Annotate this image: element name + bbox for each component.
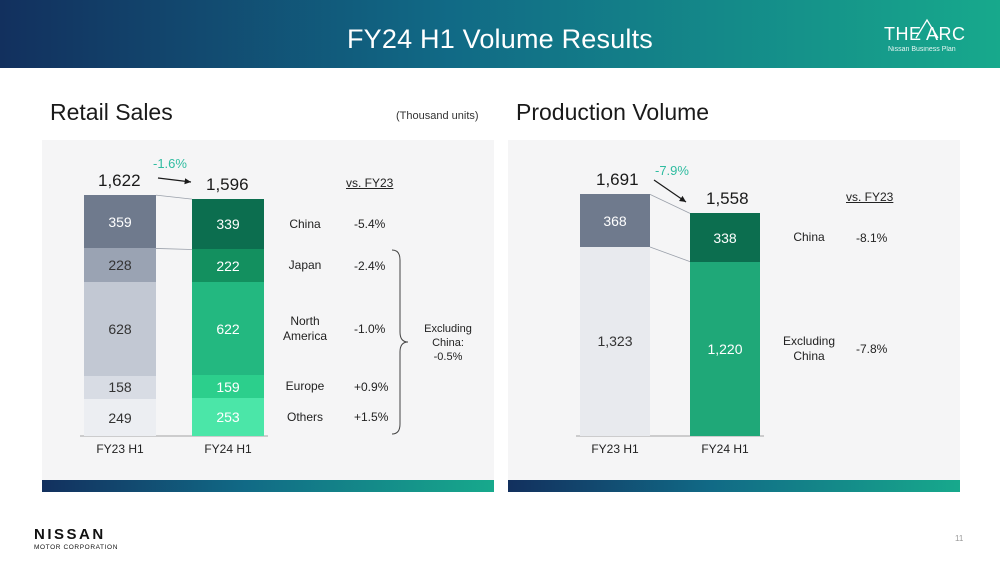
- region-label-china: China: [279, 217, 331, 232]
- fy24-h1-bar-north-america: 622: [192, 282, 264, 375]
- region-label-china: China: [778, 230, 840, 245]
- fy24-h1-value-china: 339: [216, 216, 240, 233]
- region-label-others: Others: [279, 410, 331, 425]
- fy23-h1-bar-china: 359: [84, 195, 156, 249]
- fy23-h1-value-north-america: 628: [108, 320, 132, 337]
- connector-line-1: [155, 248, 193, 250]
- connector-line-0: [155, 194, 193, 200]
- excluding-china-note: Excluding China: -0.5%: [418, 322, 478, 364]
- connector-line-0: [649, 193, 691, 214]
- region-label-north-america: North America: [279, 314, 331, 344]
- production-volume-title: Production Volume: [516, 99, 710, 125]
- fy24-h1-bar-china: 339: [192, 199, 264, 250]
- fy24-h1-bar-others: 253: [192, 398, 264, 436]
- fy23-h1-bar-europe: 158: [84, 375, 156, 399]
- fy23-h1-value-china: 359: [108, 213, 132, 230]
- region-label-line-0: China: [289, 216, 321, 231]
- change-percent: -7.9%: [655, 163, 689, 178]
- fy23-h1-total: 1,691: [596, 170, 639, 190]
- nissan-logo: NISSAN MOTOR CORPORATION: [34, 526, 118, 551]
- fy24-h1-bar-excluding-china: 1,220: [690, 261, 760, 436]
- the-arc-logo: THE ARC Nissan Business Plan: [880, 14, 972, 58]
- change-arrow-line: [653, 179, 687, 203]
- fy24-h1-axis-label: FY24 H1: [204, 442, 252, 456]
- fy24-h1-value-china: 338: [713, 229, 737, 246]
- vs-fy23-excluding-china: -7.8%: [856, 341, 888, 356]
- fy23-h1-bar-others: 249: [84, 399, 156, 436]
- fy24-h1-bar-japan: 222: [192, 249, 264, 283]
- fy23-h1-value-europe: 158: [108, 379, 132, 396]
- fy24-h1-value-japan: 222: [216, 257, 240, 274]
- region-label-line-0: Others: [286, 409, 323, 424]
- connector-line-1: [649, 246, 691, 263]
- logo-word: THE ARC: [884, 24, 966, 44]
- excluding-note-line-3: -0.5%: [433, 351, 463, 363]
- region-label-excluding-china: Excluding China: [778, 334, 840, 364]
- nissan-corp: MOTOR CORPORATION: [34, 544, 118, 551]
- production-vs-fy23-header: vs. FY23: [846, 190, 894, 204]
- region-label-line-1: America: [282, 328, 327, 343]
- region-label-line-0: China: [793, 230, 825, 244]
- fy23-h1-value-excluding-china: 1,323: [597, 333, 633, 350]
- fy24-h1-value-north-america: 622: [216, 320, 240, 337]
- fy23-h1-axis-label: FY23 H1: [591, 442, 639, 456]
- fy23-h1-value-others: 249: [108, 409, 132, 426]
- fy23-h1-bar-japan: 228: [84, 248, 156, 283]
- fy23-h1-bar-north-america: 628: [84, 282, 156, 376]
- vs-fy23-china: -5.4%: [354, 217, 386, 232]
- fy24-h1-value-others: 253: [216, 409, 240, 426]
- change-percent: -1.6%: [153, 156, 187, 171]
- header-banner: FY24 H1 Volume Results THE ARC Nissan Bu…: [0, 0, 1000, 68]
- retail-panel-bar: [42, 480, 494, 492]
- nissan-brand: NISSAN: [34, 526, 106, 543]
- fy24-h1-value-excluding-china: 1,220: [707, 340, 743, 357]
- page-title: FY24 H1 Volume Results: [346, 24, 654, 54]
- region-label-line-1: China: [793, 348, 825, 363]
- excluding-note-line-1: Excluding: [424, 323, 472, 335]
- vs-fy23-china: -8.1%: [856, 230, 888, 245]
- fy23-h1-value-japan: 228: [108, 257, 132, 274]
- fy24-h1-total: 1,596: [206, 175, 249, 195]
- excluding-note-line-2: China:: [432, 337, 464, 349]
- fy24-h1-total: 1,558: [706, 189, 749, 209]
- fy24-h1-bar-china: 338: [690, 213, 760, 262]
- region-label-line-0: Europe: [285, 379, 325, 394]
- fy23-h1-total: 1,622: [98, 171, 141, 191]
- vs-fy23-north-america: -1.0%: [354, 321, 386, 336]
- change-arrow-head: [184, 178, 191, 185]
- vs-fy23-others: +1.5%: [354, 410, 389, 425]
- vs-fy23-japan: -2.4%: [354, 258, 386, 273]
- retail-sales-title: Retail Sales: [50, 99, 173, 125]
- fy23-h1-value-china: 368: [603, 212, 627, 229]
- units-note: (Thousand units): [396, 110, 479, 122]
- region-label-europe: Europe: [279, 379, 331, 394]
- fy24-h1-bar-europe: 159: [192, 374, 264, 399]
- region-label-japan: Japan: [279, 258, 331, 273]
- fy24-h1-value-europe: 159: [216, 378, 240, 395]
- region-label-line-0: Japan: [288, 258, 322, 273]
- vs-fy23-europe: +0.9%: [354, 379, 389, 394]
- change-arrow-head: [679, 195, 686, 202]
- fy23-h1-axis-label: FY23 H1: [96, 442, 144, 456]
- production-panel-bar: [508, 480, 960, 492]
- region-label-line-0: Excluding: [782, 333, 836, 348]
- page-number: 11: [955, 534, 964, 543]
- arc-icon: [915, 18, 939, 39]
- fy23-h1-bar-china: 368: [580, 194, 650, 247]
- retail-vs-fy23-header: vs. FY23: [346, 176, 394, 190]
- logo-subtitle: Nissan Business Plan: [888, 46, 956, 53]
- region-label-line-0: North: [290, 313, 320, 328]
- fy24-h1-axis-label: FY24 H1: [701, 442, 749, 456]
- excluding-china-brace: [391, 249, 409, 435]
- fy23-h1-bar-excluding-china: 1,323: [580, 246, 650, 436]
